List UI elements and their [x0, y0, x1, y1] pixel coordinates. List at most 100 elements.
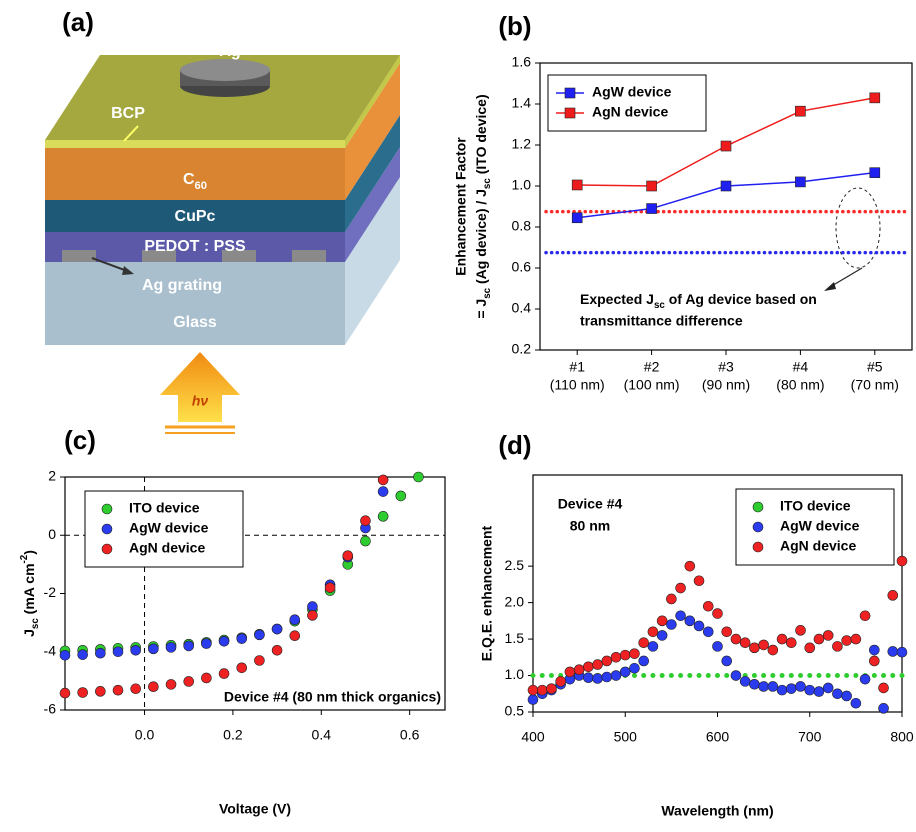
point [870, 93, 880, 103]
chart-panel: (c)-6-4-2020.00.20.40.6Voltage (V)ITO de… [44, 425, 445, 817]
point [528, 695, 538, 705]
point [237, 663, 247, 673]
y-tick-label: -2 [44, 584, 57, 600]
y-tick-label: 2 [48, 468, 56, 484]
point [629, 663, 639, 673]
legend-label: ITO device [129, 500, 200, 516]
point [814, 634, 824, 644]
y-tick-label: -4 [44, 642, 57, 658]
point [826, 673, 831, 678]
legend-marker [753, 522, 763, 532]
point [113, 647, 123, 657]
point [343, 551, 353, 561]
legend-marker [102, 544, 112, 554]
point [565, 667, 575, 677]
point [740, 638, 750, 648]
text-part: sc [482, 287, 493, 298]
point [807, 673, 812, 678]
x-tick-note: (80 nm) [776, 377, 824, 393]
point [660, 673, 665, 678]
point [307, 610, 317, 620]
point [78, 650, 88, 660]
text-part: of Ag device based on [665, 291, 817, 307]
point [860, 674, 870, 684]
text-part: C [183, 171, 195, 188]
point [237, 634, 247, 644]
text-part: J [21, 629, 37, 637]
point [60, 650, 70, 660]
y-axis-label: E.Q.E. enhancement [479, 525, 495, 661]
point [611, 671, 621, 681]
y-tick-label: 2.5 [505, 557, 525, 573]
y-tick-label: -6 [44, 701, 57, 717]
point [770, 673, 775, 678]
point [796, 625, 806, 635]
point [657, 630, 667, 640]
text-part: ) [21, 550, 37, 555]
legend-marker [753, 542, 763, 552]
point [148, 682, 158, 692]
point [254, 655, 264, 665]
point [360, 516, 370, 526]
point [869, 656, 879, 666]
text-part: sc [482, 178, 493, 189]
point [731, 671, 741, 681]
chart-panel: (b)0.20.40.60.81.01.21.41.6#1(110 nm)#2(… [498, 11, 912, 393]
point [378, 475, 388, 485]
point [650, 673, 655, 678]
x-tick-label: 0.6 [400, 727, 420, 743]
y-axis-label: = Jsc (Ag device) / Jsc (ITO device) [473, 94, 493, 318]
y-tick-label: 0.6 [512, 259, 532, 275]
point [360, 536, 370, 546]
point [572, 180, 582, 190]
x-tick-label: 800 [890, 729, 914, 745]
legend-label: AgN device [780, 538, 856, 554]
point [413, 472, 423, 482]
point [166, 679, 176, 689]
annotation: Device #4 (80 nm thick organics) [224, 689, 441, 705]
annotation: Expected Jsc of Ag device based on [580, 291, 817, 311]
ag-electrode [180, 59, 270, 81]
layer-label: Glass [173, 314, 217, 331]
panel-label: (c) [64, 425, 96, 455]
point [798, 673, 803, 678]
point [166, 642, 176, 652]
point [844, 673, 849, 678]
x-tick-label: #5 [867, 359, 883, 375]
light-arrow [160, 352, 240, 422]
point [816, 673, 821, 678]
annotation: 80 nm [570, 518, 610, 534]
point [881, 673, 886, 678]
c60-front [45, 148, 345, 200]
bcp-front [45, 140, 345, 148]
point [201, 673, 211, 683]
point [759, 681, 769, 691]
point [647, 204, 657, 214]
point [721, 181, 731, 191]
point [777, 685, 787, 695]
arrow [830, 268, 862, 287]
point [749, 643, 759, 653]
point [290, 615, 300, 625]
y-tick-label: 1.2 [512, 136, 532, 152]
point [832, 689, 842, 699]
y-tick-label: 0.4 [512, 300, 532, 316]
text-part: sc [654, 300, 665, 311]
point [879, 683, 889, 693]
y-tick-label: 0.8 [512, 218, 532, 234]
point [531, 673, 536, 678]
layer-label: PEDOT : PSS [144, 238, 246, 255]
legend-marker [565, 108, 575, 118]
point [786, 638, 796, 648]
point [641, 673, 646, 678]
point [823, 683, 833, 693]
chart-panel: (d)0.51.01.52.02.5400500600700800Wavelen… [498, 430, 913, 819]
point [583, 673, 593, 683]
point [851, 698, 861, 708]
point [678, 673, 683, 678]
point [897, 647, 907, 657]
point [95, 686, 105, 696]
x-tick-note: (90 nm) [702, 377, 750, 393]
point [113, 685, 123, 695]
x-tick-label: #3 [718, 359, 734, 375]
